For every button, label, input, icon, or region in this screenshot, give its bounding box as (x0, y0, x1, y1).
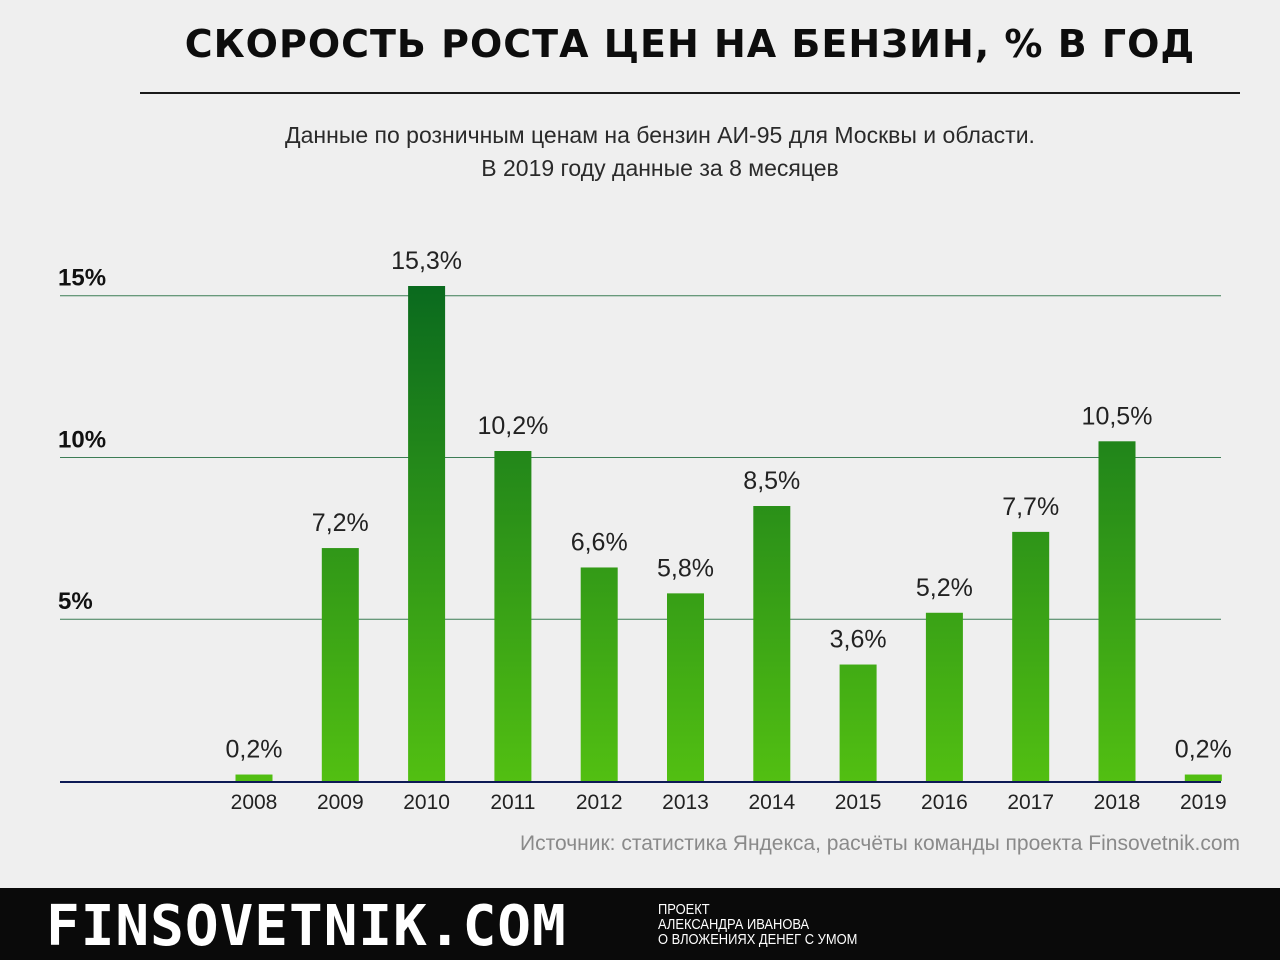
x-tick-label: 2013 (662, 791, 709, 814)
x-tick-label: 2015 (835, 791, 882, 814)
y-tick-label: 15% (58, 265, 106, 292)
project-tagline: ПРОЕКТ АЛЕКСАНДРА ИВАНОВА О ВЛОЖЕНИЯХ ДЕ… (658, 902, 857, 947)
bar-2018 (1098, 441, 1136, 781)
bar-chart: 5% 10% 15% 0,2% 2008 7,2% 2009 15,3% 2010 10,2% 20… (58, 247, 1232, 814)
source-note: Источник: статистика Яндекса, расчёты ко… (520, 832, 1240, 855)
project-tagline-line-3: О ВЛОЖЕНИЯХ ДЕНЕГ С УМОМ (658, 931, 858, 948)
value-label: 5,8% (657, 554, 714, 582)
bar-2010 (408, 286, 446, 781)
x-tick-label: 2008 (231, 791, 278, 814)
chart-title: СКОРОСТЬ РОСТА ЦЕН НА БЕНЗИН, % В ГОД (184, 22, 1196, 66)
x-tick-label: 2016 (921, 791, 968, 814)
x-tick-label: 2009 (317, 791, 364, 814)
value-label: 6,6% (571, 528, 628, 556)
project-tagline-line-1: ПРОЕКТ (658, 901, 710, 918)
y-tick-label: 10% (58, 426, 106, 453)
bar-2016 (925, 612, 963, 781)
x-tick-label: 2012 (576, 791, 623, 814)
x-tick-label: 2010 (403, 791, 450, 814)
bar-2013 (667, 593, 704, 781)
x-tick-label: 2018 (1094, 791, 1141, 814)
value-label: 15,3% (391, 247, 462, 275)
value-label: 0,2% (226, 736, 283, 764)
value-label: 10,5% (1082, 402, 1153, 430)
bar-2008 (235, 774, 273, 781)
x-tick-label: 2017 (1007, 791, 1054, 814)
value-label: 5,2% (916, 574, 973, 602)
bar-2017 (1012, 531, 1050, 781)
bar-2015 (839, 664, 877, 781)
bar-2009 (321, 548, 359, 781)
x-tick-label: 2014 (748, 791, 795, 814)
chart-subtitle-line-2: В 2019 году данные за 8 месяцев (481, 155, 839, 181)
x-tick-label: 2011 (490, 791, 535, 814)
value-label: 7,2% (312, 509, 369, 537)
chart-subtitle-line-1: Данные по розничным ценам на бензин АИ-9… (285, 122, 1035, 148)
bar-2011 (494, 451, 532, 781)
x-tick-label: 2019 (1180, 791, 1227, 814)
value-label: 3,6% (830, 626, 887, 654)
footer-bar: FINSOVETNIK.COM ПРОЕКТ АЛЕКСАНДРА ИВАНОВ… (0, 888, 1280, 960)
value-label: 8,5% (743, 467, 800, 495)
project-tagline-line-2: АЛЕКСАНДРА ИВАНОВА (658, 916, 810, 933)
bar-2014 (753, 506, 791, 781)
title-divider (140, 92, 1240, 94)
bar-2019 (1184, 774, 1222, 781)
value-label: 7,7% (1002, 493, 1059, 521)
value-label: 10,2% (477, 412, 548, 440)
value-label: 0,2% (1175, 736, 1232, 764)
bar-2012 (580, 567, 618, 781)
y-tick-label: 5% (58, 588, 93, 615)
brand-logo-text: FINSOVETNIK.COM (46, 894, 567, 959)
